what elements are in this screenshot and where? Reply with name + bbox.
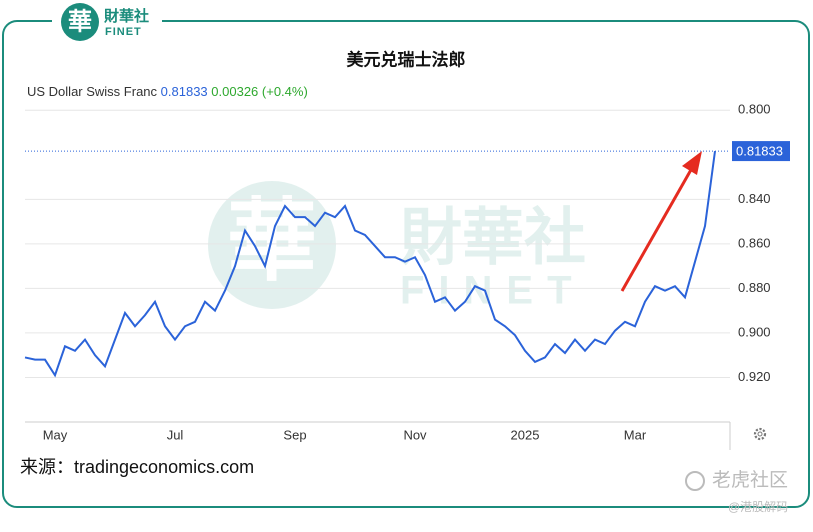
community: 老虎社区 — [712, 469, 788, 491]
gear-center[interactable] — [757, 431, 763, 437]
legend: US Dollar Swiss Franc 0.81833 0.00326 (+… — [27, 84, 308, 99]
annotation-arrowhead — [682, 151, 702, 175]
watermark-en: FINET — [400, 269, 586, 313]
x-tick-label: Mar — [624, 427, 647, 442]
x-tick-label: Sep — [283, 427, 306, 442]
gear[interactable] — [753, 427, 767, 441]
plot: 0.800 0.840 0.860 0.880 0.900 0.920 May Jul Sep N… — [24, 102, 790, 442]
logo-en: FINET — [105, 26, 142, 38]
community-icon — [685, 471, 705, 491]
header-change-pct: (+0.4%) — [262, 84, 308, 99]
y-tick-label: 0.860 — [738, 235, 771, 250]
last-value-box — [732, 141, 790, 162]
logo-char: 華 — [68, 8, 92, 35]
x-tick-label: May — [43, 427, 68, 442]
x-tick-label: 2025 — [511, 427, 540, 442]
y-tick-label: 0.840 — [738, 191, 771, 206]
logo-name: 財華社 — [103, 7, 149, 25]
y-tick-label: 0.880 — [738, 280, 771, 295]
price-line — [24, 150, 716, 378]
source-label: 来源： — [20, 457, 74, 477]
x-tick-label: Nov — [403, 427, 427, 442]
last-value-label: 0.81833 — [736, 144, 783, 159]
source: 来源：tradingeconomics.com — [20, 457, 254, 477]
y-tick-label: 0.920 — [738, 369, 771, 384]
watermark-badge — [208, 181, 336, 309]
frame — [2, 20, 810, 508]
settings-icon[interactable] — [753, 427, 767, 441]
watermark-name: 財華社 — [400, 203, 586, 272]
annotation-arrow — [620, 167, 694, 292]
y-tick-label: 0.900 — [738, 324, 771, 339]
y-tick-label: 0.800 — [738, 102, 771, 117]
source-site: tradingeconomics.com — [74, 457, 254, 477]
watermark: 華 財華社 FINET — [208, 181, 586, 313]
chart-title: 美元兑瑞士法郎 — [347, 49, 466, 69]
handle: @港股解码 — [728, 500, 788, 514]
series-name: US Dollar Swiss Franc — [27, 84, 158, 99]
x-tick-label: Jul — [167, 427, 184, 442]
logo-badge — [61, 3, 99, 41]
header-change: 0.00326 — [211, 84, 258, 99]
header-value: 0.81833 — [161, 84, 208, 99]
